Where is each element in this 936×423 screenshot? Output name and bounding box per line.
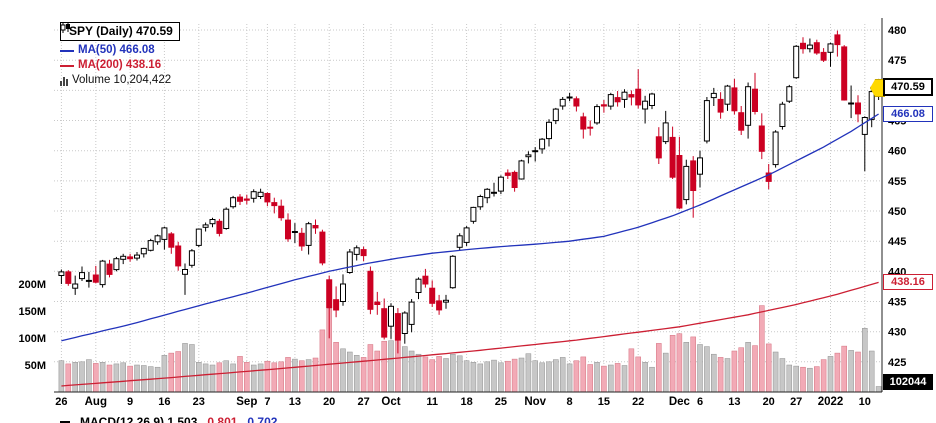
svg-text:50M: 50M xyxy=(25,360,46,372)
svg-text:475: 475 xyxy=(888,55,906,67)
svg-text:150M: 150M xyxy=(18,306,46,318)
svg-text:Dec: Dec xyxy=(669,396,691,408)
legend-ma200-label: MA(200) 438.16 xyxy=(78,59,162,71)
svg-text:100M: 100M xyxy=(18,333,46,345)
svg-text:480: 480 xyxy=(888,25,906,37)
svg-text:26: 26 xyxy=(55,396,67,408)
legend-ma200-row: MA(200) 438.16 xyxy=(60,58,180,73)
svg-text:460: 460 xyxy=(888,146,906,158)
svg-text:27: 27 xyxy=(790,396,802,408)
svg-text:425: 425 xyxy=(888,357,906,369)
ma50-line-swatch xyxy=(60,49,74,52)
svg-text:27: 27 xyxy=(357,396,369,408)
volume-axis-value: 102044 xyxy=(889,376,927,388)
volume-icon xyxy=(60,76,68,86)
svg-text:2022: 2022 xyxy=(818,396,844,408)
svg-text:8: 8 xyxy=(567,396,573,408)
svg-text:11: 11 xyxy=(426,396,438,408)
ma50-axis-value: 466.08 xyxy=(891,108,925,120)
svg-text:445: 445 xyxy=(888,236,906,248)
svg-text:9: 9 xyxy=(127,396,133,408)
legend-symbol-label: SPY (Daily) 470.59 xyxy=(69,24,173,38)
svg-text:20: 20 xyxy=(323,396,335,408)
candles xyxy=(58,30,882,354)
svg-text:13: 13 xyxy=(728,396,740,408)
ma200-axis-value: 438.16 xyxy=(891,276,925,288)
macd-value-2: 0.702 xyxy=(247,415,278,423)
legend-ma50-label: MA(50) 466.08 xyxy=(78,44,155,56)
svg-text:7: 7 xyxy=(264,396,270,408)
svg-text:13: 13 xyxy=(289,396,301,408)
ma50-axis-label: 466.08 xyxy=(883,106,933,122)
ma50-line xyxy=(61,113,879,342)
svg-text:18: 18 xyxy=(460,396,472,408)
svg-text:15: 15 xyxy=(598,396,610,408)
svg-text:Oct: Oct xyxy=(381,396,400,408)
volume-axis-label: 102044 xyxy=(883,374,933,390)
legend-ma50-row: MA(50) 466.08 xyxy=(60,43,180,58)
svg-text:25: 25 xyxy=(495,396,507,408)
svg-text:23: 23 xyxy=(193,396,205,408)
last-price-value: 470.59 xyxy=(891,81,925,93)
chart-legend: SPY (Daily) 470.59 MA(50) 466.08 MA(200)… xyxy=(60,22,180,88)
svg-text:455: 455 xyxy=(888,176,906,188)
svg-text:Aug: Aug xyxy=(85,396,107,408)
ma200-line xyxy=(61,281,879,387)
macd-value-1: 0.801 xyxy=(207,415,238,423)
last-price-label: 470.59 xyxy=(883,78,933,96)
x-axis-labels: 26 Aug 9 16 23 Sep 7 13 20 27 Oct 11 18 25 Nov 8 15 22 Dec… xyxy=(55,396,871,408)
svg-text:430: 430 xyxy=(888,327,906,339)
legend-symbol-row: SPY (Daily) 470.59 xyxy=(60,22,180,41)
ma200-line-swatch xyxy=(60,64,74,67)
svg-text:Nov: Nov xyxy=(524,396,546,408)
macd-label: MACD(12,26,9) 1.503 xyxy=(80,415,198,423)
svg-text:22: 22 xyxy=(632,396,644,408)
svg-text:6: 6 xyxy=(697,396,703,408)
svg-text:435: 435 xyxy=(888,297,906,309)
plot-area[interactable] xyxy=(58,24,882,392)
legend-volume-label: Volume 10,204,422 xyxy=(72,74,172,86)
svg-text:16: 16 xyxy=(158,396,170,408)
macd-legend: MACD(12,26,9) 1.503 0.801 0.702 xyxy=(60,415,277,423)
svg-text:20: 20 xyxy=(763,396,775,408)
svg-text:200M: 200M xyxy=(18,279,46,291)
ma200-axis-label: 438.16 xyxy=(883,274,933,290)
svg-text:450: 450 xyxy=(888,206,906,218)
legend-volume-row: Volume 10,204,422 xyxy=(60,73,180,88)
macd-line-swatch xyxy=(60,421,70,423)
svg-text:10: 10 xyxy=(859,396,871,408)
svg-text:Sep: Sep xyxy=(236,396,257,408)
